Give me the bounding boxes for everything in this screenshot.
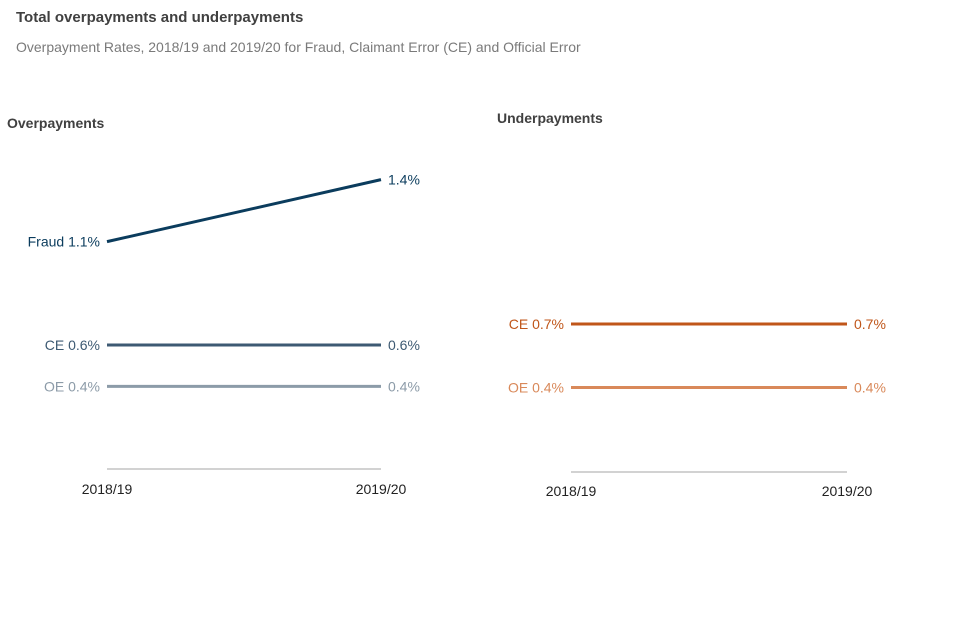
underpayments-series-oe-end-label: 0.4% bbox=[854, 379, 886, 395]
overpayments-series-oe-start-label: OE 0.4% bbox=[44, 378, 100, 394]
overpayments-series-ce-start-label: CE 0.6% bbox=[45, 337, 100, 353]
underpayments-x-tick-2018-19: 2018/19 bbox=[546, 483, 597, 499]
overpayments-x-tick-2018-19: 2018/19 bbox=[82, 481, 133, 497]
overpayments-series-oe-end-label: 0.4% bbox=[388, 378, 420, 394]
overpayments-series-ce-end-label: 0.6% bbox=[388, 337, 420, 353]
underpayments-panel-title: Underpayments bbox=[497, 110, 603, 126]
overpayments-series-fraud-line bbox=[106, 178, 382, 244]
overpayments-series-fraud-end-label: 1.4% bbox=[388, 172, 420, 188]
chart-title: Total overpayments and underpayments bbox=[16, 9, 304, 26]
underpayments-series-ce-start-label: CE 0.7% bbox=[509, 316, 564, 332]
underpayments-series-ce-end-label: 0.7% bbox=[854, 316, 886, 332]
overpayments-series-fraud-start-label: Fraud 1.1% bbox=[28, 234, 100, 250]
underpayments-series-oe-start-label: OE 0.4% bbox=[508, 379, 564, 395]
overpayments-panel-title: Overpayments bbox=[7, 115, 104, 131]
overpayments-x-tick-2019-20: 2019/20 bbox=[356, 481, 407, 497]
underpayments-x-tick-2019-20: 2019/20 bbox=[822, 483, 873, 499]
chart-subtitle: Overpayment Rates, 2018/19 and 2019/20 f… bbox=[16, 39, 581, 55]
